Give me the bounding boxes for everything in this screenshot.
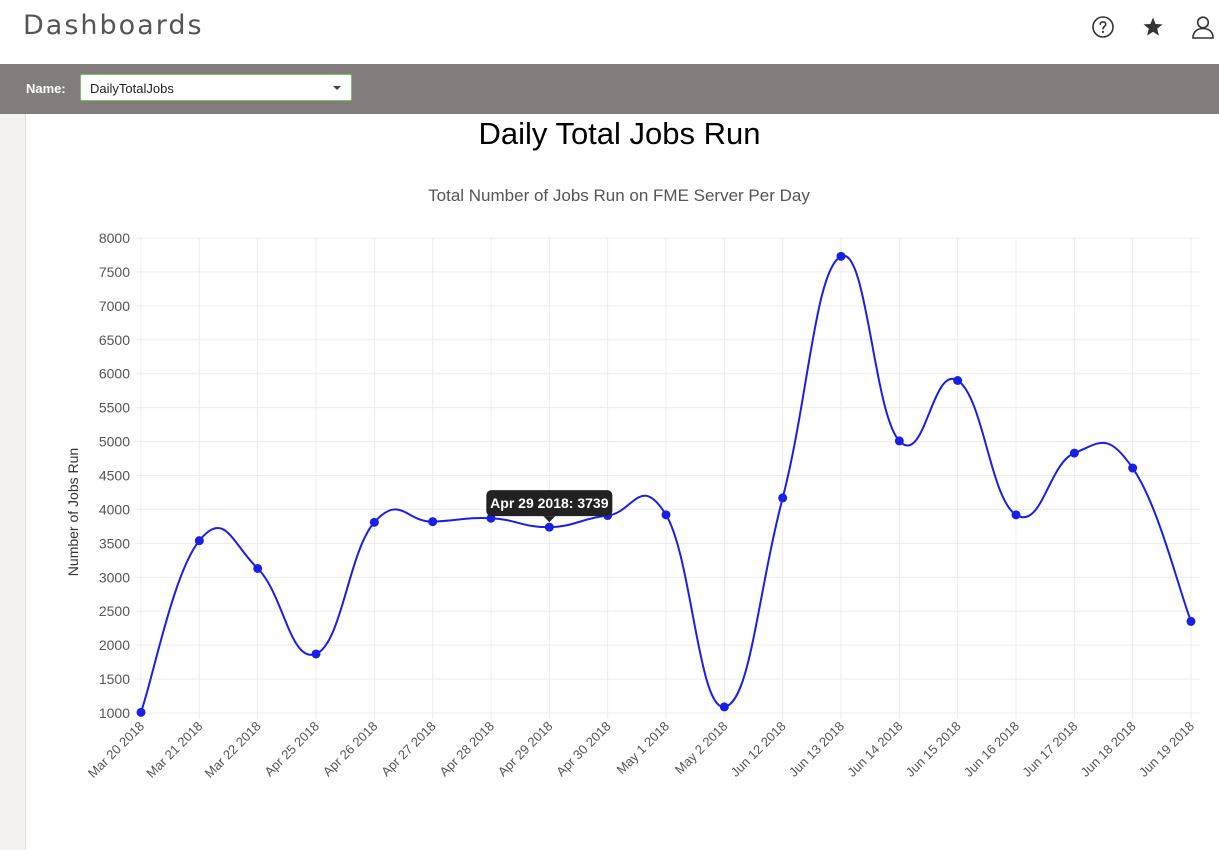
- y-tick-label: 7000: [99, 298, 130, 314]
- data-point: [719, 702, 729, 712]
- data-point: [311, 649, 321, 659]
- y-tick-label: 7500: [99, 264, 130, 280]
- data-point: [778, 493, 788, 503]
- dashboard-heading: Daily Total Jobs Run: [478, 116, 761, 151]
- dashboard-panel: [25, 114, 1219, 850]
- chevron-down-icon: [333, 86, 341, 90]
- chart-title: Total Number of Jobs Run on FME Server P…: [428, 186, 810, 205]
- data-point: [428, 517, 438, 527]
- data-point: [1011, 510, 1021, 520]
- x-tick-label: Jun 17 2018: [1019, 719, 1080, 780]
- y-tick-label: 3000: [99, 569, 130, 585]
- dashboard-name-value: DailyTotalJobs: [90, 81, 174, 96]
- user-icon[interactable]: [1188, 12, 1218, 42]
- x-tick-label: Jun 19 2018: [1136, 719, 1197, 780]
- x-tick-label: May 2 2018: [672, 719, 731, 778]
- y-tick-label: 1500: [99, 671, 130, 687]
- data-point: [253, 563, 263, 573]
- y-tick-label: 8000: [99, 230, 130, 246]
- top-bar: Dashboards: [0, 0, 1219, 64]
- data-point: [369, 517, 379, 527]
- x-tick-label: Mar 22 2018: [202, 719, 264, 781]
- tooltip-caret: [543, 516, 556, 523]
- data-point: [544, 522, 554, 532]
- x-tick-label: Mar 20 2018: [85, 719, 147, 781]
- data-point: [836, 251, 846, 261]
- x-tick-label: Jun 15 2018: [903, 719, 964, 780]
- y-tick-label: 6500: [99, 332, 130, 348]
- x-tick-label: Jun 16 2018: [961, 719, 1022, 780]
- x-tick-label: Jun 14 2018: [844, 719, 905, 780]
- dashboard-name-select[interactable]: DailyTotalJobs: [80, 74, 352, 101]
- y-tick-label: 4500: [99, 468, 130, 484]
- name-label: Name:: [26, 81, 66, 96]
- data-point: [1128, 463, 1138, 473]
- x-tick-label: Apr 27 2018: [378, 719, 439, 780]
- data-point: [136, 707, 146, 717]
- tooltip-box: [486, 490, 613, 517]
- data-point: [894, 436, 904, 446]
- y-tick-label: 4000: [99, 501, 130, 517]
- x-tick-label: Jun 13 2018: [786, 719, 847, 780]
- x-tick-label: Apr 29 2018: [495, 719, 556, 780]
- filter-bar: Name: DailyTotalJobs: [0, 64, 1219, 114]
- data-point: [1186, 616, 1196, 626]
- y-tick-label: 3500: [99, 535, 130, 551]
- x-tick-label: May 1 2018: [613, 719, 672, 778]
- help-icon[interactable]: [1088, 12, 1118, 42]
- x-tick-label: Apr 25 2018: [261, 719, 322, 780]
- y-tick-label: 2000: [99, 637, 130, 653]
- y-tick-label: 5000: [99, 434, 130, 450]
- x-tick-label: Jun 12 2018: [728, 719, 789, 780]
- x-tick-label: Apr 28 2018: [436, 719, 497, 780]
- data-point: [194, 536, 204, 546]
- x-tick-label: Apr 26 2018: [320, 719, 381, 780]
- star-icon[interactable]: [1138, 12, 1168, 42]
- y-tick-label: 5500: [99, 400, 130, 416]
- data-point: [953, 376, 963, 385]
- y-tick-label: 1000: [99, 705, 130, 721]
- x-tick-label: Jun 18 2018: [1078, 719, 1139, 780]
- app-title: Dashboards: [23, 10, 204, 41]
- x-tick-label: Apr 30 2018: [553, 719, 614, 780]
- y-tick-label: 2500: [99, 603, 130, 619]
- data-point: [661, 510, 671, 520]
- y-tick-label: 6000: [99, 366, 130, 382]
- x-tick-label: Mar 21 2018: [143, 719, 205, 781]
- data-point: [1069, 448, 1079, 458]
- y-axis-label: Number of Jobs Run: [65, 448, 81, 576]
- tooltip-text: Apr 29 2018: 3739: [490, 495, 609, 511]
